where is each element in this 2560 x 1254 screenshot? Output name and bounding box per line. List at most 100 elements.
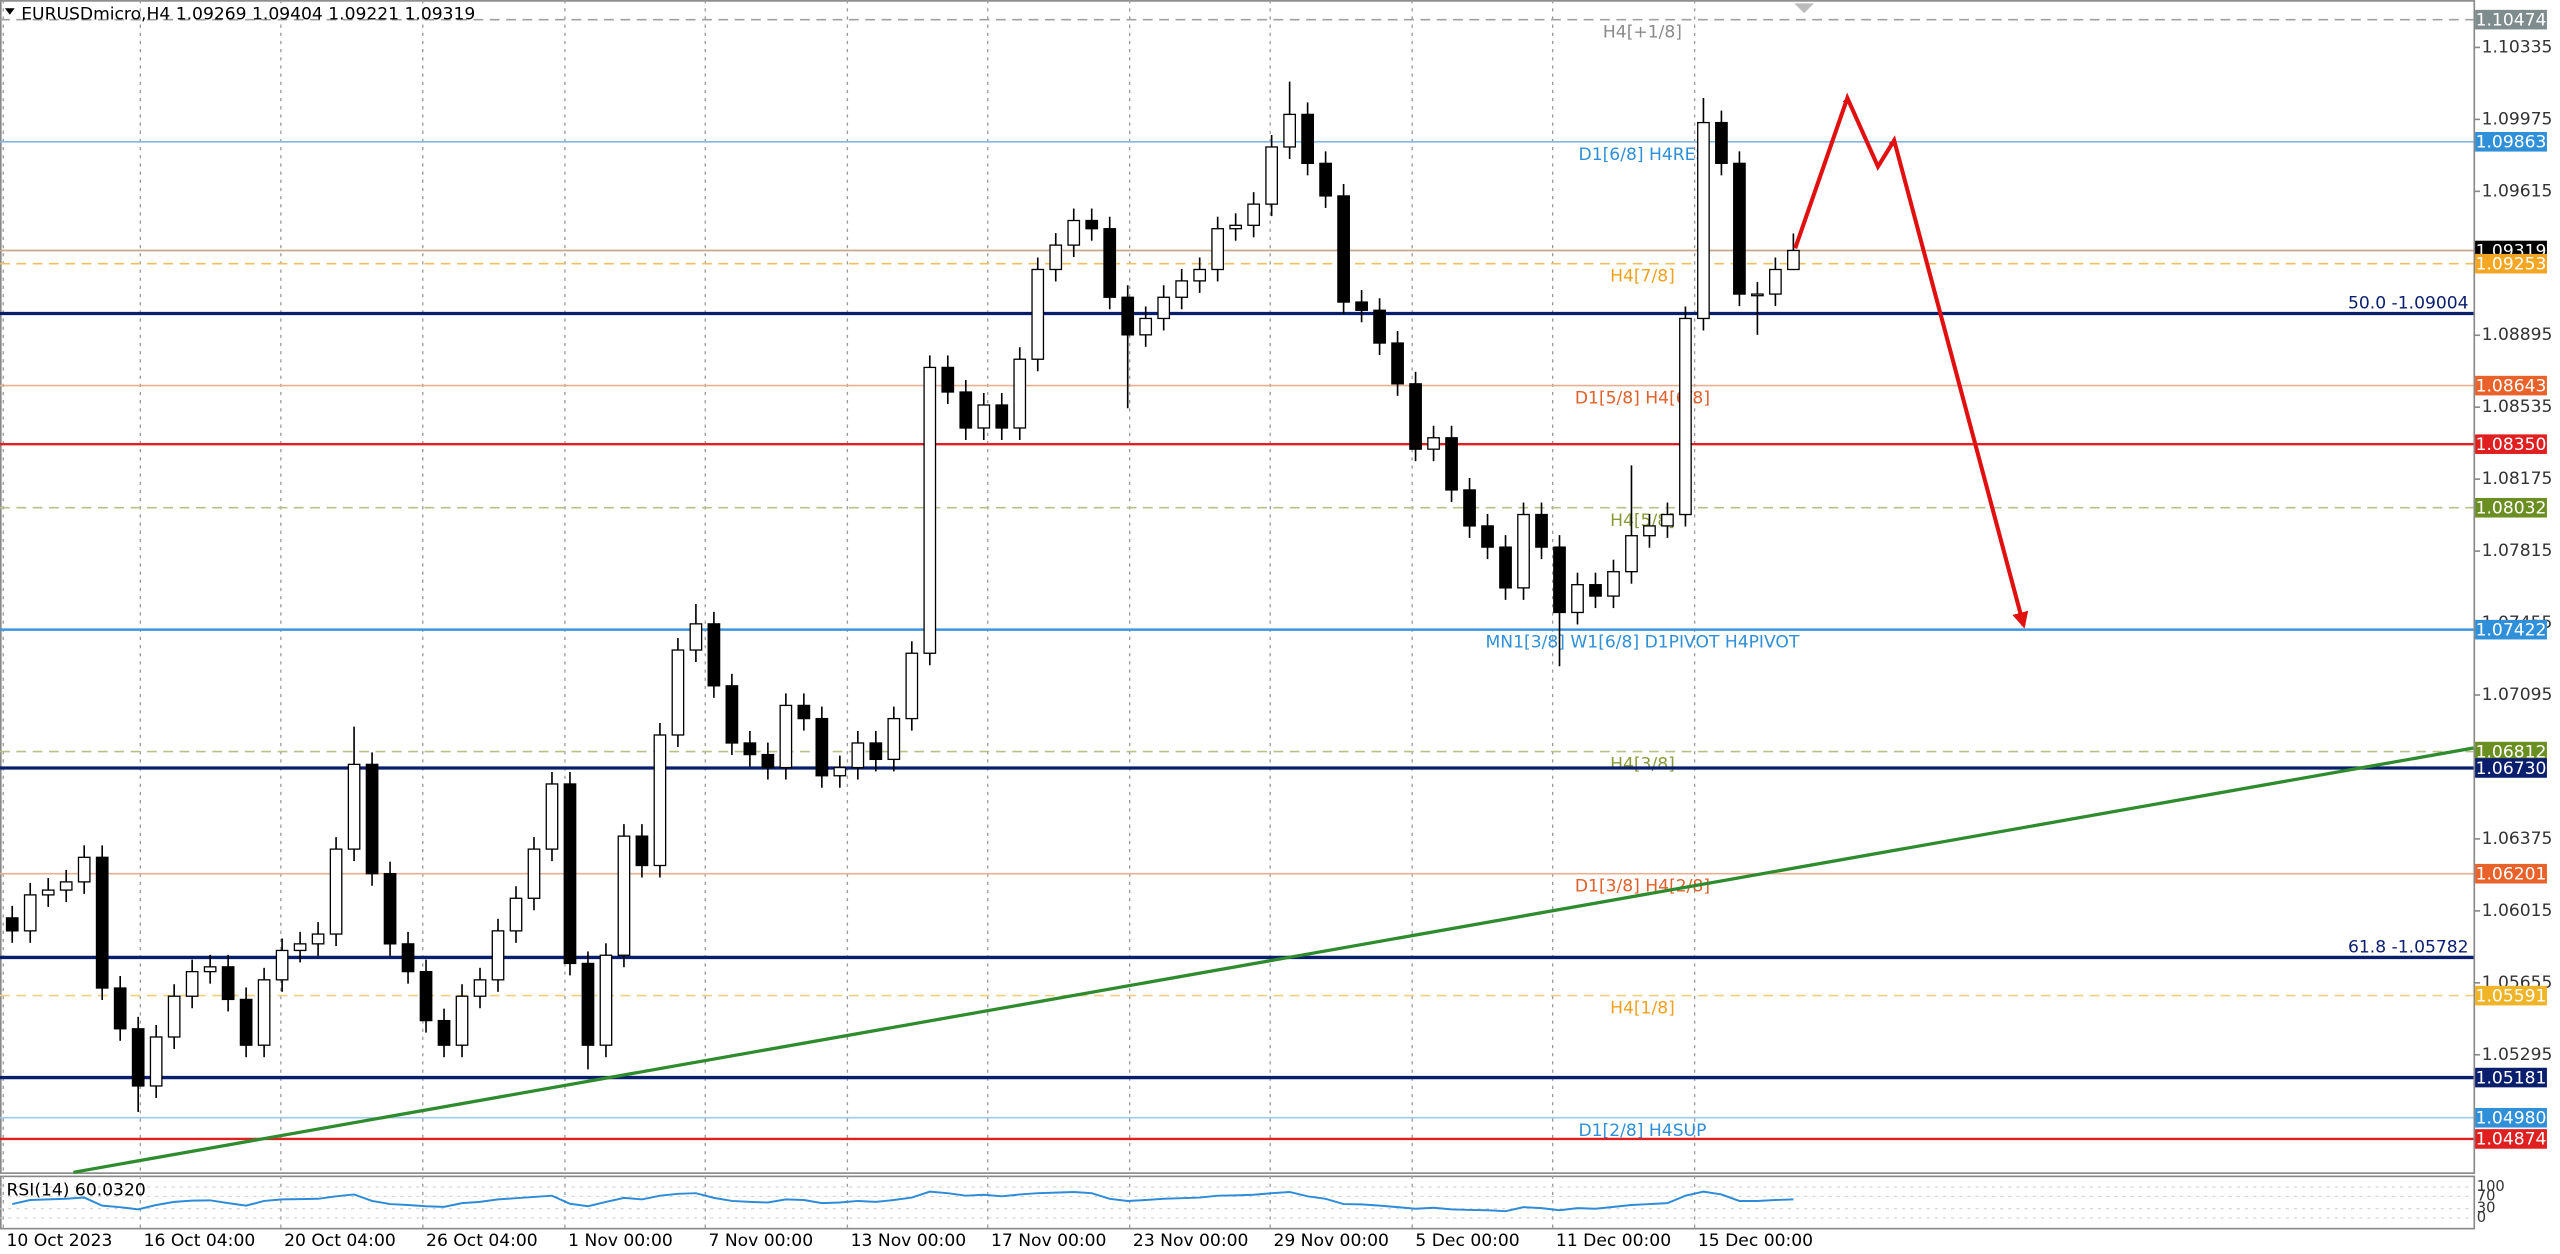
trend-line bbox=[73, 746, 2474, 1174]
candle-body bbox=[1085, 219, 1099, 230]
level-text: H4[+1/8] bbox=[1603, 23, 1682, 43]
candle-body bbox=[977, 404, 991, 429]
level-text: D1[3/8] H4[2/8] bbox=[1575, 877, 1710, 897]
price-box bbox=[2475, 741, 2547, 762]
candle-body bbox=[1175, 280, 1189, 298]
price-box-label: 1.05181 bbox=[2476, 1068, 2547, 1088]
candle-body bbox=[1463, 489, 1476, 527]
candle-body bbox=[1355, 301, 1368, 311]
price-box bbox=[2475, 985, 2547, 1006]
candle-body bbox=[1517, 513, 1530, 589]
candle-body bbox=[689, 623, 703, 651]
candle-body bbox=[761, 753, 775, 769]
candle-body bbox=[635, 835, 649, 867]
level-text: MN1[3/8] W1[6/8] D1PIVOT H4PIVOT bbox=[1486, 633, 1800, 653]
candle-body bbox=[527, 848, 541, 899]
x-tick-label: 10 Oct 2023 bbox=[7, 1231, 113, 1251]
candle-body bbox=[887, 717, 901, 761]
level-text: D1[6/8] H4RES bbox=[1579, 145, 1707, 165]
candle-body bbox=[779, 704, 793, 769]
rsi-tick-label: 70 bbox=[2477, 1187, 2496, 1204]
candle-body bbox=[545, 783, 559, 850]
y-tick-label: 1.07095 bbox=[2482, 685, 2553, 705]
candle-body bbox=[1193, 268, 1207, 282]
price-box-label: 1.06201 bbox=[2476, 865, 2547, 885]
candle-body bbox=[1211, 228, 1225, 271]
candle-body bbox=[1445, 437, 1458, 491]
candle-body bbox=[1535, 513, 1548, 548]
candle-body bbox=[1643, 525, 1656, 537]
level-text: 61.8 -1.05782 bbox=[2348, 938, 2469, 958]
candle-body bbox=[221, 966, 235, 1001]
candle-body bbox=[1031, 268, 1045, 360]
rsi-label: RSI(14) 60.0320 bbox=[7, 1180, 146, 1200]
rsi-tick-label: 0 bbox=[2477, 1209, 2486, 1226]
candle-body bbox=[5, 917, 19, 932]
candle-body bbox=[1139, 317, 1153, 336]
shift-marker bbox=[1794, 3, 1814, 14]
price-box bbox=[2475, 253, 2547, 274]
level-text: H4[5/8] bbox=[1610, 511, 1675, 531]
candle-body bbox=[365, 763, 379, 875]
x-tick-label: 20 Oct 04:00 bbox=[284, 1231, 396, 1251]
candle-body bbox=[1157, 296, 1171, 320]
candle-body bbox=[347, 763, 361, 850]
candle-body bbox=[293, 943, 307, 952]
candle-body bbox=[437, 1019, 451, 1046]
y-tick-label: 1.10335 bbox=[2482, 37, 2553, 57]
candle-body bbox=[599, 954, 613, 1046]
candle-body bbox=[311, 933, 325, 945]
rsi-tick-label: 30 bbox=[2477, 1200, 2496, 1217]
candle-body bbox=[455, 995, 469, 1046]
level-text: H4[1/8] bbox=[1610, 999, 1675, 1019]
candle-body bbox=[1319, 162, 1332, 197]
candle-body bbox=[257, 979, 271, 1046]
x-tick-label: 17 Nov 00:00 bbox=[991, 1231, 1106, 1251]
candle-body bbox=[149, 1036, 163, 1087]
candle-body bbox=[1733, 162, 1746, 295]
main-panel-frame bbox=[0, 0, 2476, 1174]
candle-body bbox=[239, 998, 253, 1046]
price-box-label: 1.09863 bbox=[2476, 133, 2547, 153]
x-tick-label: 23 Nov 00:00 bbox=[1133, 1231, 1248, 1251]
candle-body bbox=[1049, 244, 1063, 271]
price-box-label: 1.10474 bbox=[2476, 10, 2547, 30]
candle-body bbox=[1103, 228, 1117, 298]
price-box-label: 1.08643 bbox=[2476, 376, 2547, 396]
x-tick-label: 7 Nov 00:00 bbox=[709, 1231, 814, 1251]
price-box-label: 1.07422 bbox=[2476, 620, 2547, 640]
candle-body bbox=[1571, 584, 1584, 614]
candle-body bbox=[329, 848, 343, 935]
price-box bbox=[2475, 619, 2547, 640]
candle-body bbox=[113, 987, 127, 1030]
price-box-label: 1.09253 bbox=[2476, 255, 2547, 275]
candle-body bbox=[941, 366, 955, 393]
price-box bbox=[2475, 1067, 2547, 1088]
candle-body bbox=[1229, 224, 1243, 230]
y-tick-label: 1.08535 bbox=[2482, 397, 2553, 417]
candle-body bbox=[1373, 309, 1386, 344]
candle-body bbox=[41, 889, 55, 896]
candle-body bbox=[1697, 121, 1710, 320]
candle-body bbox=[23, 894, 37, 932]
rsi-line bbox=[12, 1190, 1794, 1213]
rsi-panel-frame bbox=[0, 1175, 2476, 1230]
candle-body bbox=[1661, 513, 1674, 527]
candle-body bbox=[1481, 525, 1494, 548]
y-tick-label: 1.08895 bbox=[2482, 325, 2553, 345]
price-box bbox=[2475, 9, 2547, 30]
price-box bbox=[2475, 375, 2547, 396]
price-box bbox=[2475, 758, 2547, 778]
candle-body bbox=[1337, 195, 1350, 303]
candle-body bbox=[185, 970, 199, 997]
price-box-label: 1.06812 bbox=[2476, 742, 2547, 762]
candle-body bbox=[1553, 546, 1566, 614]
x-tick-label: 13 Nov 00:00 bbox=[851, 1231, 966, 1251]
candle-body bbox=[1607, 571, 1620, 597]
candle-body bbox=[725, 685, 739, 744]
candle-body bbox=[1409, 383, 1422, 450]
candle-body bbox=[833, 766, 847, 777]
y-tick-label: 1.06375 bbox=[2482, 829, 2553, 849]
